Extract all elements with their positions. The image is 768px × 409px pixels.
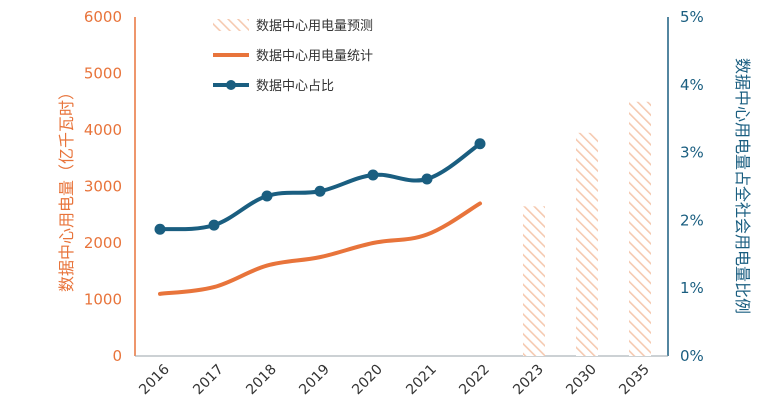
x-tick-label: 2035: [616, 362, 653, 399]
y-left-tick-label: 2000: [84, 234, 122, 252]
legend-label-forecast: 数据中心用电量预测: [256, 19, 373, 34]
ratio-point: [421, 173, 433, 185]
y-right-tick-label: 4%: [680, 76, 704, 94]
ratio-point: [208, 219, 220, 231]
y-left-tick-label: 5000: [84, 65, 122, 83]
y-right-tick-label: 1%: [680, 279, 704, 297]
x-tick-label: 2020: [349, 362, 386, 399]
legend-label-consumption: 数据中心用电量统计: [256, 49, 373, 64]
y-left-tick-label: 0: [112, 347, 122, 365]
y-left-tick-label: 3000: [84, 178, 122, 196]
x-tick-label: 2022: [456, 362, 493, 399]
ratio-point: [154, 223, 166, 235]
x-tick-label: 2030: [563, 362, 600, 399]
x-tick-label: 2023: [510, 362, 547, 399]
ratio-point: [474, 138, 486, 150]
forecast-bar: [629, 101, 651, 356]
y-right-tick-label: 2%: [680, 211, 704, 229]
ratio-point: [367, 169, 379, 181]
x-tick-label: 2019: [296, 362, 333, 399]
ratio-point: [261, 190, 273, 202]
consumption-line: [158, 201, 482, 296]
legend-swatch-forecast: [213, 19, 249, 31]
y-right-tick-label: 5%: [680, 8, 704, 26]
ratio-point: [314, 185, 326, 197]
y-left-tick-label: 6000: [84, 8, 122, 26]
forecast-bar: [576, 132, 598, 356]
x-tick-label: 2021: [403, 362, 440, 399]
y-axis-left-title: 数据中心用电量（亿千瓦时）: [57, 84, 76, 292]
x-tick-label: 2016: [136, 361, 173, 398]
x-tick-label: 2017: [190, 362, 227, 399]
legend-label-ratio: 数据中心占比: [256, 79, 334, 94]
y-right-tick-label: 0%: [680, 347, 704, 365]
y-axis-right-title: 数据中心用电量占全社会用电量比例: [733, 58, 752, 314]
legend-swatch-ratio-marker: [226, 80, 236, 90]
y-left-tick-label: 1000: [84, 291, 122, 309]
y-left-tick-label: 4000: [84, 121, 122, 139]
y-right-tick-label: 3%: [680, 144, 704, 162]
forecast-bar: [523, 206, 545, 356]
x-tick-label: 2018: [243, 362, 280, 399]
